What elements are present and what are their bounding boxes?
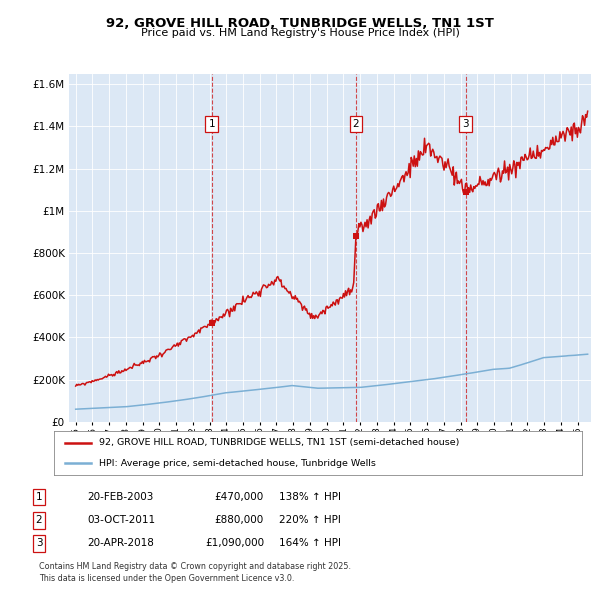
Text: 138% ↑ HPI: 138% ↑ HPI — [279, 493, 341, 502]
Text: 1: 1 — [208, 119, 215, 129]
Text: 92, GROVE HILL ROAD, TUNBRIDGE WELLS, TN1 1ST: 92, GROVE HILL ROAD, TUNBRIDGE WELLS, TN… — [106, 17, 494, 30]
Text: Price paid vs. HM Land Registry's House Price Index (HPI): Price paid vs. HM Land Registry's House … — [140, 28, 460, 38]
Text: 2: 2 — [353, 119, 359, 129]
Text: £880,000: £880,000 — [215, 516, 264, 525]
Text: 3: 3 — [462, 119, 469, 129]
Text: 92, GROVE HILL ROAD, TUNBRIDGE WELLS, TN1 1ST (semi-detached house): 92, GROVE HILL ROAD, TUNBRIDGE WELLS, TN… — [99, 438, 459, 447]
Text: £1,090,000: £1,090,000 — [205, 539, 264, 548]
Text: £470,000: £470,000 — [215, 493, 264, 502]
Text: 164% ↑ HPI: 164% ↑ HPI — [279, 539, 341, 548]
Text: 20-FEB-2003: 20-FEB-2003 — [87, 493, 154, 502]
Text: 2: 2 — [35, 516, 43, 525]
Text: HPI: Average price, semi-detached house, Tunbridge Wells: HPI: Average price, semi-detached house,… — [99, 458, 376, 467]
Text: 3: 3 — [35, 539, 43, 548]
Text: 1: 1 — [35, 493, 43, 502]
Text: 220% ↑ HPI: 220% ↑ HPI — [279, 516, 341, 525]
Text: 20-APR-2018: 20-APR-2018 — [87, 539, 154, 548]
Text: 03-OCT-2011: 03-OCT-2011 — [87, 516, 155, 525]
Text: Contains HM Land Registry data © Crown copyright and database right 2025.
This d: Contains HM Land Registry data © Crown c… — [39, 562, 351, 583]
